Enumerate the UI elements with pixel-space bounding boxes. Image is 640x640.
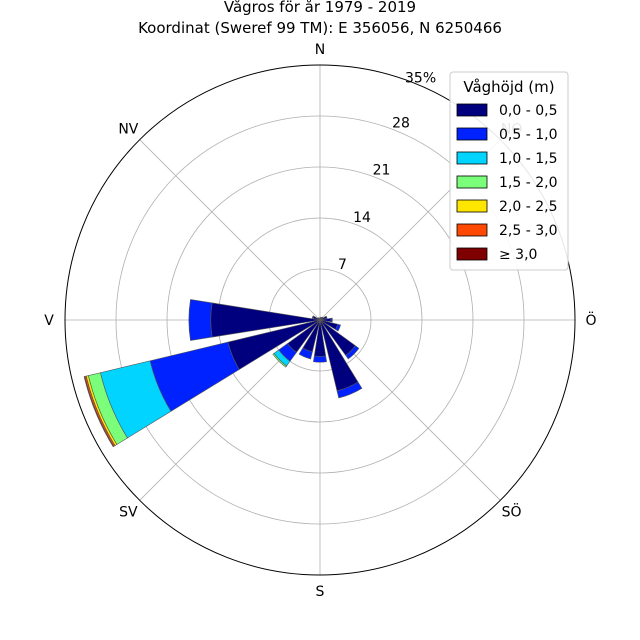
direction-label-S: S xyxy=(316,584,325,600)
direction-label-Ö: Ö xyxy=(585,311,596,329)
direction-label-V: V xyxy=(44,313,54,329)
bar-sector-6-bin-1 xyxy=(345,345,360,360)
rose-bars xyxy=(83,299,363,448)
legend-label-0: 0,0 - 0,5 xyxy=(499,103,557,119)
legend-swatch-1 xyxy=(456,127,488,141)
ring-label-21: 21 xyxy=(373,163,391,179)
chart-title: Vågros för år 1979 - 2019 xyxy=(224,0,416,16)
bar-sector-15-bin-0 xyxy=(318,317,321,321)
polar-grid xyxy=(65,65,575,575)
ring-label-14: 14 xyxy=(353,210,371,226)
polar-labels: NNOÖSÖSSVVNV714212835% xyxy=(44,42,596,600)
bar-sector-10-bin-3 xyxy=(272,352,288,368)
bar-sector-12-bin-1 xyxy=(188,299,213,341)
legend-swatch-4 xyxy=(456,199,488,213)
grid-spoke-7 xyxy=(139,139,321,321)
legend-swatch-5 xyxy=(456,223,488,237)
legend-swatch-3 xyxy=(456,175,488,189)
ring-label-28: 28 xyxy=(392,116,410,132)
polar-frame xyxy=(64,64,576,576)
bar-sector-9-bin-1 xyxy=(298,347,313,360)
legend-swatch-2 xyxy=(456,151,488,165)
direction-label-NV: NV xyxy=(118,121,138,137)
ring-label-max: 35% xyxy=(405,70,436,86)
outer-circle xyxy=(64,64,576,576)
bar-sector-8-bin-1 xyxy=(313,355,327,363)
bar-sector-4-bin-1 xyxy=(330,317,333,323)
direction-label-N: N xyxy=(315,42,325,58)
legend-frame xyxy=(449,71,569,271)
bar-sector-5-bin-1 xyxy=(335,323,341,332)
legend-swatch-6 xyxy=(456,247,488,261)
bar-sector-11-bin-6 xyxy=(83,376,115,448)
legend-items: 0,0 - 0,5 0,5 - 1,0 1,0 - 1,5 1,5 - 2,0 2,0 … xyxy=(456,103,557,263)
direction-label-SV: SV xyxy=(119,505,138,521)
legend-label-4: 2,0 - 2,5 xyxy=(499,199,557,215)
legend-label-1: 0,5 - 1,0 xyxy=(499,127,557,143)
legend-label-3: 1,5 - 2,0 xyxy=(499,175,557,191)
legend-title: Våghöjd (m) xyxy=(463,78,554,96)
ring-label-7: 7 xyxy=(338,257,347,273)
direction-label-SÖ: SÖ xyxy=(502,503,522,521)
legend-label-5: 2,5 - 3,0 xyxy=(499,223,557,239)
legend-label-6: ≥ 3,0 xyxy=(499,247,537,263)
legend-label-2: 1,0 - 1,5 xyxy=(499,151,557,167)
legend: Våghöjd (m) 0,0 - 0,5 0,5 - 1,0 1,0 - 1,5 1… xyxy=(449,71,569,271)
bar-sector-3-bin-0 xyxy=(319,315,328,321)
legend-swatch-0 xyxy=(456,103,488,117)
chart-subtitle: Koordinat (Sweref 99 TM): E 356056, N 62… xyxy=(138,19,502,37)
bar-sector-7-bin-1 xyxy=(336,381,363,399)
bar-sector-13-bin-1 xyxy=(311,315,315,319)
